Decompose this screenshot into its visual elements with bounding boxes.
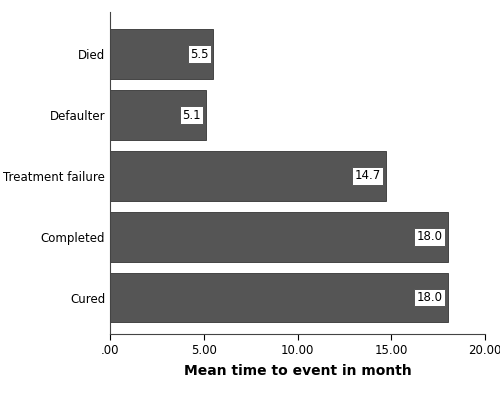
Bar <box>110 212 448 262</box>
Text: 5.1: 5.1 <box>182 108 201 122</box>
Text: 14.7: 14.7 <box>354 169 381 182</box>
Bar <box>110 29 213 79</box>
X-axis label: Mean time to event in month: Mean time to event in month <box>184 364 412 378</box>
Bar <box>110 151 386 201</box>
Text: 18.0: 18.0 <box>417 291 443 304</box>
Text: 5.5: 5.5 <box>190 48 208 61</box>
Bar <box>110 273 448 323</box>
Text: 18.0: 18.0 <box>417 230 443 243</box>
Bar <box>110 90 206 140</box>
